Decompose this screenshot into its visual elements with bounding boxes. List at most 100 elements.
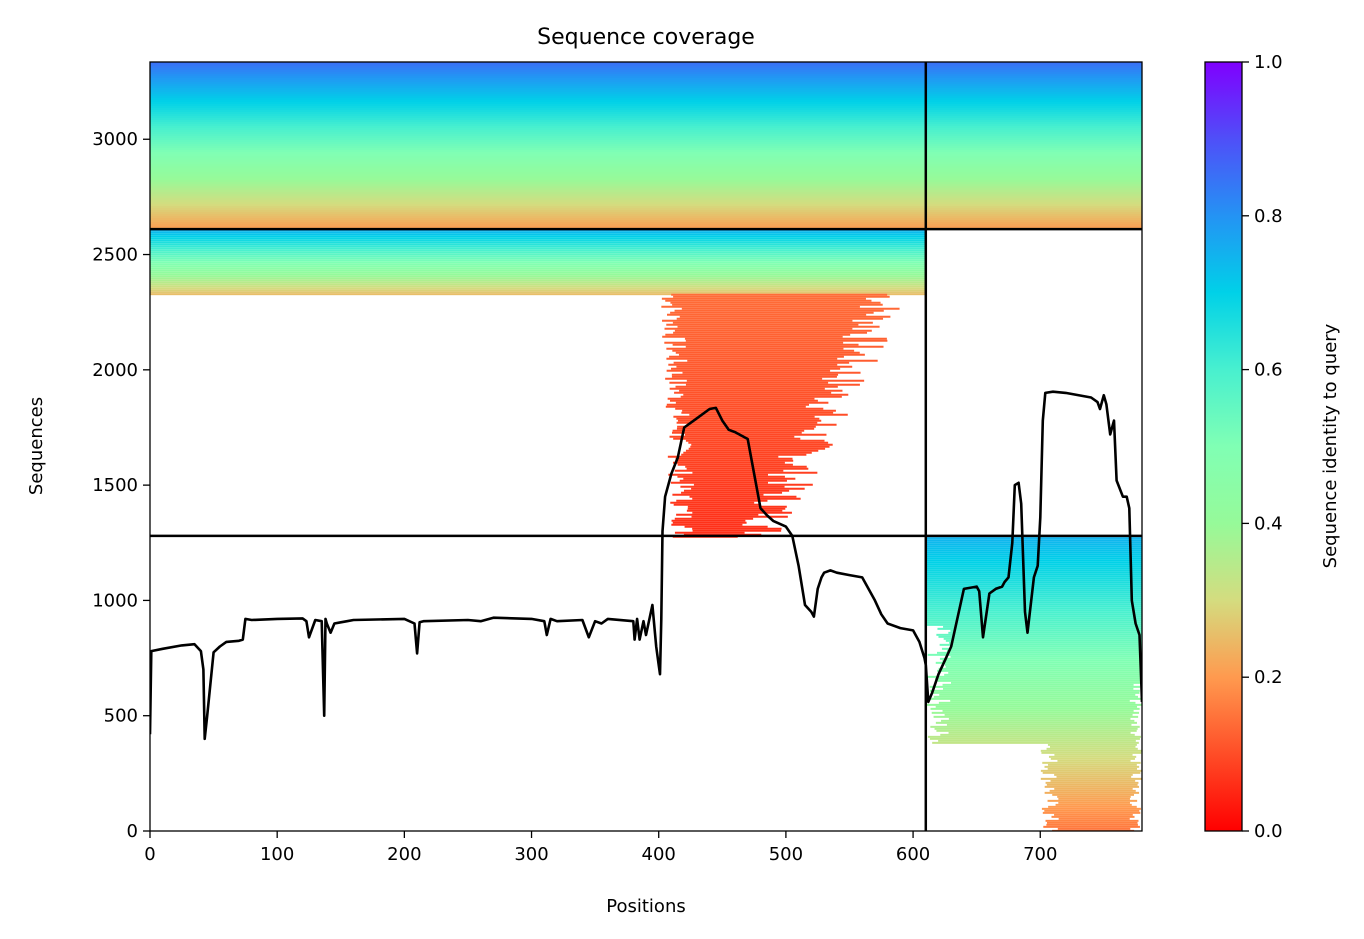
- coverage-row: [935, 705, 1138, 708]
- coverage-row: [674, 531, 745, 534]
- coverage-row: [943, 625, 1142, 628]
- coverage-row: [150, 251, 926, 254]
- coverage-row: [150, 146, 926, 148]
- coverage-row: [925, 210, 1142, 212]
- coverage-row: [684, 433, 827, 436]
- coverage-row: [674, 391, 832, 394]
- coverage-row: [925, 168, 1142, 170]
- x-tick-label: 200: [387, 844, 421, 865]
- coverage-row: [150, 293, 926, 296]
- colorbar: [1204, 61, 1243, 832]
- x-tick-label: 300: [514, 844, 548, 865]
- coverage-row: [1054, 773, 1133, 776]
- coverage-row: [670, 301, 881, 304]
- coverage-row: [925, 621, 1142, 624]
- coverage-row: [1046, 823, 1138, 826]
- coverage-row: [150, 104, 926, 106]
- coverage-row: [1047, 743, 1137, 746]
- coverage-row: [150, 214, 926, 216]
- y-tick-label: 0: [127, 821, 138, 842]
- coverage-row: [682, 371, 861, 374]
- coverage-row: [676, 513, 759, 516]
- coverage-row: [925, 90, 1142, 92]
- coverage-row: [150, 253, 926, 256]
- coverage-row: [150, 98, 926, 100]
- coverage-row: [664, 327, 853, 330]
- coverage-row: [925, 589, 1142, 592]
- coverage-row: [150, 148, 926, 150]
- coverage-row: [150, 138, 926, 140]
- coverage-row: [673, 361, 850, 364]
- coverage-line-layer: [150, 390, 1142, 741]
- coverage-row: [925, 220, 1142, 222]
- coverage-row: [150, 70, 926, 72]
- coverage-row: [925, 112, 1142, 114]
- coverage-row: [1042, 811, 1141, 814]
- coverage-row: [150, 224, 926, 226]
- coverage-row: [150, 289, 926, 292]
- coverage-row: [925, 565, 1142, 568]
- coverage-row: [925, 142, 1142, 144]
- coverage-row: [150, 212, 926, 214]
- coverage-row: [1055, 803, 1132, 806]
- coverage-row: [691, 515, 788, 518]
- coverage-row: [925, 62, 1142, 64]
- coverage-row: [939, 643, 1142, 646]
- coverage-row: [673, 461, 785, 464]
- y-tick-label: 1500: [92, 475, 138, 496]
- coverage-row: [671, 523, 743, 526]
- coverage-row: [925, 595, 1142, 598]
- coverage-row: [925, 162, 1142, 164]
- coverage-row: [150, 192, 926, 194]
- coverage-row: [680, 485, 785, 488]
- coverage-row: [150, 263, 926, 266]
- coverage-row: [929, 685, 1141, 688]
- coverage-row: [927, 735, 1141, 738]
- coverage-row: [925, 146, 1142, 148]
- coverage-row: [666, 323, 859, 326]
- coverage-row: [945, 665, 1142, 668]
- coverage-row: [150, 255, 926, 258]
- coverage-row: [677, 463, 793, 466]
- coverage-row: [662, 335, 843, 338]
- coverage-row: [150, 243, 926, 246]
- coverage-row: [150, 80, 926, 82]
- x-tick-label: 400: [642, 844, 676, 865]
- coverage-row: [682, 409, 836, 412]
- coverage-row: [925, 70, 1142, 72]
- coverage-row: [948, 717, 1131, 720]
- coverage-row: [675, 401, 829, 404]
- coverage-row: [150, 172, 926, 174]
- coverage-row: [150, 231, 926, 234]
- coverage-row: [944, 673, 1142, 676]
- coverage-row: [150, 273, 926, 276]
- coverage-row: [150, 249, 926, 252]
- coverage-row: [925, 553, 1142, 556]
- coverage-row: [1044, 809, 1140, 812]
- coverage-row: [925, 84, 1142, 86]
- coverage-row: [1057, 759, 1131, 762]
- coverage-row: [1046, 747, 1138, 750]
- coverage-row: [676, 317, 884, 320]
- coverage-row: [925, 96, 1142, 98]
- coverage-row: [925, 88, 1142, 90]
- coverage-row: [150, 281, 926, 284]
- coverage-row: [925, 170, 1142, 172]
- coverage-row: [150, 196, 926, 198]
- coverage-row: [925, 569, 1142, 572]
- coverage-row: [1058, 817, 1130, 820]
- coverage-row: [1058, 797, 1130, 800]
- coverage-row: [672, 321, 873, 324]
- y-tick-label: 500: [104, 706, 138, 727]
- coverage-row: [683, 393, 849, 396]
- coverage-row: [150, 86, 926, 88]
- coverage-row: [925, 549, 1142, 552]
- coverage-row: [692, 527, 782, 530]
- coverage-row: [150, 140, 926, 142]
- coverage-row: [944, 713, 1133, 716]
- colorbar-ticks: 0.0 0.2 0.4 0.6 0.8 1.0: [1242, 52, 1283, 842]
- coverage-row: [668, 473, 769, 476]
- coverage-row: [672, 303, 883, 306]
- coverage-row: [672, 343, 859, 346]
- coverage-row: [686, 423, 837, 426]
